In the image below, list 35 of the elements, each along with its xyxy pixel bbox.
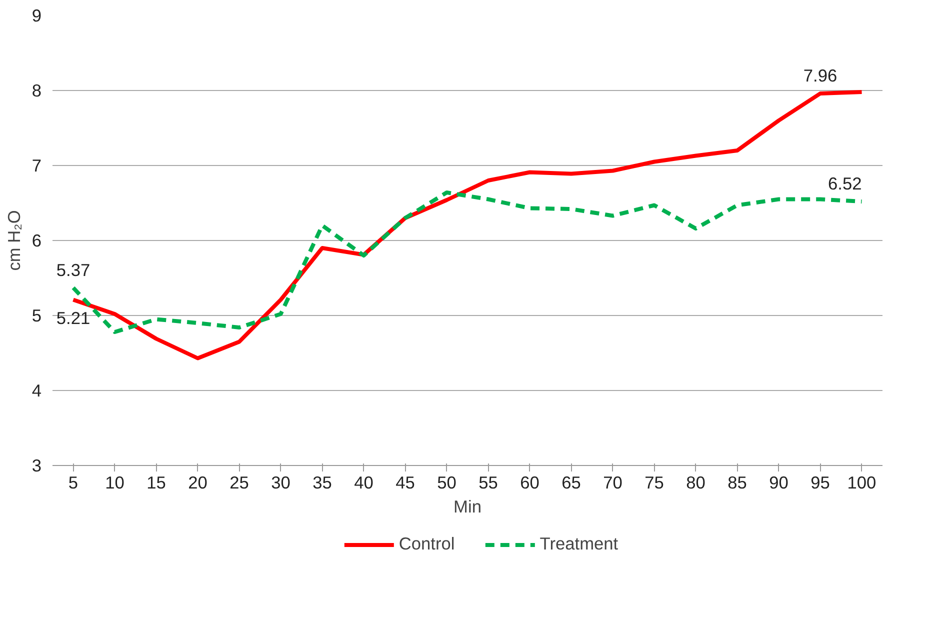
x-tick-label: 45 <box>396 472 415 492</box>
y-tick-label: 3 <box>32 456 42 476</box>
x-tick-label: 60 <box>520 472 540 492</box>
x-tick-label: 20 <box>188 472 208 492</box>
x-tick-label: 80 <box>686 472 706 492</box>
x-tick-label: 35 <box>312 472 332 492</box>
x-tick-label: 10 <box>105 472 124 492</box>
x-tick-label: 70 <box>603 472 622 492</box>
y-axis-title: cm H₂O <box>4 210 24 271</box>
y-tick-label: 8 <box>32 80 42 100</box>
annotation: 6.52 <box>828 174 862 194</box>
annotation: 7.96 <box>803 66 838 86</box>
x-tick-label: 15 <box>146 472 166 492</box>
y-tick-label: 4 <box>32 380 42 400</box>
y-tick-label: 6 <box>32 230 42 250</box>
x-tick-label: 90 <box>769 472 788 492</box>
x-tick-label: 65 <box>562 472 581 492</box>
annotation: 5.37 <box>56 260 90 280</box>
x-tick-label: 95 <box>810 472 830 492</box>
x-tick-label: 55 <box>478 472 498 492</box>
y-tick-label: 9 <box>32 6 42 26</box>
x-tick-label: 50 <box>437 472 456 492</box>
legend-label: Treatment <box>540 534 618 554</box>
x-tick-label: 5 <box>68 472 78 492</box>
y-tick-label: 7 <box>32 156 42 176</box>
y-tick-label: 5 <box>32 306 42 326</box>
legend-label: Control <box>398 534 455 554</box>
x-tick-label: 30 <box>271 472 290 492</box>
x-tick-label: 75 <box>644 472 664 492</box>
annotation: 5.21 <box>56 308 90 328</box>
x-tick-label: 40 <box>354 472 374 492</box>
x-tick-label: 100 <box>847 472 876 492</box>
x-tick-label: 85 <box>728 472 747 492</box>
x-tick-label: 25 <box>230 472 249 492</box>
x-axis-title: Min <box>454 496 482 516</box>
